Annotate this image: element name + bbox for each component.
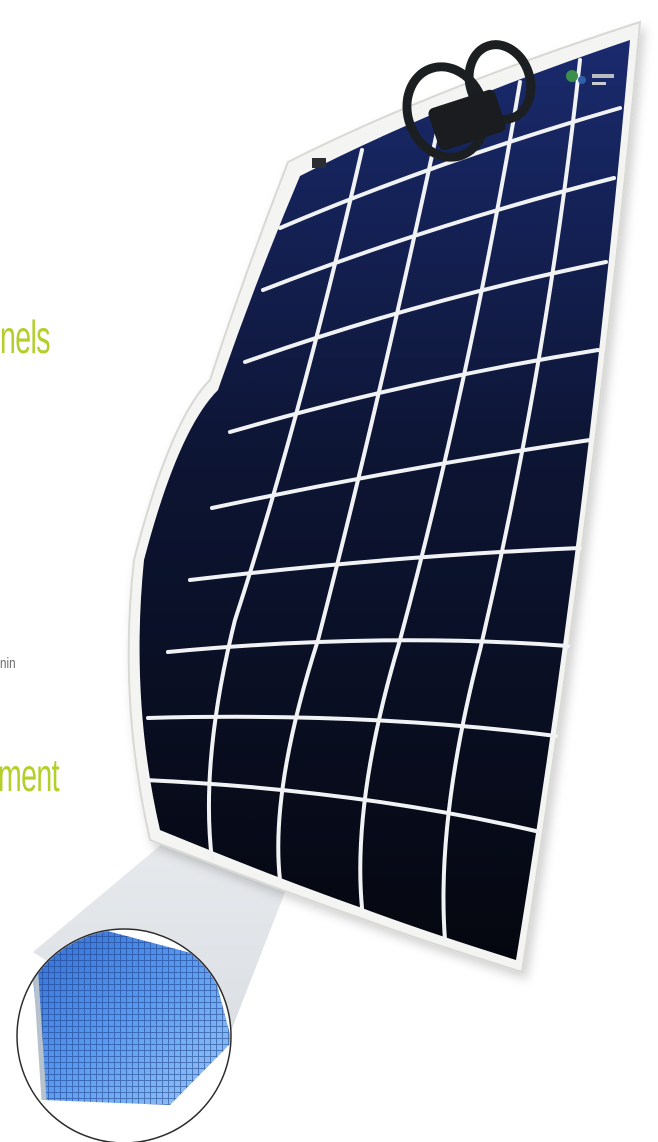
heading-panels: nels [0,311,50,363]
solar-cell-area [139,40,630,960]
junction-box-icon [402,40,536,162]
heading-development: ment [0,749,60,801]
cell-grid [143,58,622,942]
zoom-cell-closeup [30,930,230,1105]
body-text-fragment: nin [0,655,16,672]
panel-label [312,158,326,168]
manufacturer-logo [566,70,614,85]
